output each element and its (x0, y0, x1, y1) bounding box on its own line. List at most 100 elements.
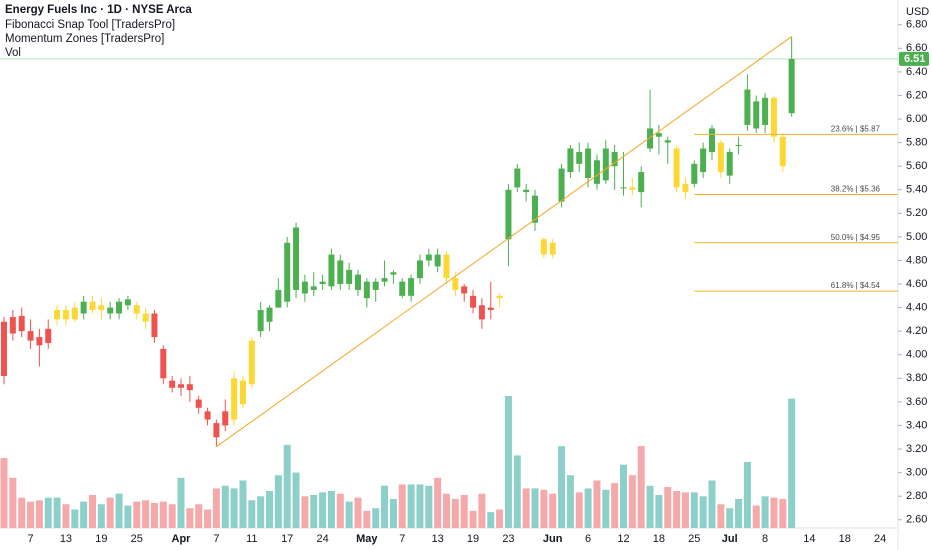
candle-body (293, 227, 300, 290)
volume-bar (159, 501, 167, 528)
candle-body (514, 168, 521, 188)
volume-bar (593, 480, 601, 528)
candle-body (257, 309, 264, 332)
candle-body (133, 305, 140, 314)
x-tick-label: 14 (803, 533, 815, 545)
volume-bar (425, 485, 433, 528)
volume-bar (186, 508, 194, 528)
x-tick-label: May (356, 533, 378, 545)
last-price-tag (899, 51, 929, 66)
y-tick-label: 4.00 (906, 349, 927, 361)
x-tick-label: 25 (131, 533, 143, 545)
volume-bar (106, 497, 114, 528)
volume-bar (735, 498, 743, 528)
candle-body (443, 254, 450, 279)
volume-bar (540, 489, 548, 528)
axis-layer: 2.60 2.80 3.00 3.20 3.40 3.60 3.80 4.00 4.20 4.40… (27, 19, 929, 545)
volume-bar (301, 496, 309, 528)
candle-body (337, 260, 344, 285)
candle-body (416, 260, 423, 279)
volume-bar (257, 496, 265, 528)
volume-bar (18, 497, 26, 528)
y-tick-label: 3.00 (906, 467, 927, 479)
volume-bar (274, 475, 282, 528)
volume-bar (133, 501, 141, 528)
volume-bar (451, 498, 459, 528)
volume-bar (80, 501, 88, 528)
candle-body (620, 187, 627, 189)
volume-bar (195, 504, 203, 528)
candle-body (71, 307, 78, 320)
volume-bar (319, 492, 327, 528)
indicator-label: Fibonacci Snap Tool [TradersPro] (5, 19, 175, 31)
y-tick-label: 3.20 (906, 443, 927, 455)
candle-body (27, 331, 34, 341)
volume-bar (770, 497, 778, 528)
x-tick-label: Apr (172, 533, 192, 545)
candle-body (549, 242, 556, 255)
candle-body (673, 148, 680, 188)
volume-bar (752, 505, 760, 528)
volume-bar (407, 484, 415, 528)
candle-body (452, 278, 459, 290)
y-tick-label: 6.40 (906, 66, 927, 78)
volume-bar (115, 493, 123, 528)
volume-bar (27, 501, 35, 528)
x-tick-label: 24 (874, 533, 886, 545)
volume-bar (35, 500, 43, 528)
candle-body (213, 423, 220, 438)
volume-bar (389, 498, 397, 528)
volume-bar (743, 462, 751, 528)
candle-body (36, 337, 43, 346)
x-tick-label: 19 (467, 533, 479, 545)
volume-bar (637, 446, 645, 528)
candle-body (717, 142, 724, 173)
candle-body (540, 239, 547, 255)
volume-bar (504, 396, 512, 528)
candle-body (1, 321, 7, 376)
volume-bar (221, 485, 229, 528)
candle-body (576, 152, 583, 164)
y-tick-label: 6.60 (906, 42, 927, 54)
candle-body (779, 136, 786, 167)
candle-body (461, 286, 468, 294)
price-layer: 23.6% | $5.87 38.2% | $5.36 50.0% | $4.95 6… (0, 36, 898, 448)
volume-bar (655, 495, 663, 528)
y-tick-label: 5.80 (906, 137, 927, 149)
volume-bar (549, 493, 557, 528)
candle-body (319, 281, 326, 285)
x-tick-label: 11 (246, 533, 257, 545)
fib-label: 61.8% | $4.54 (831, 281, 881, 290)
y-tick-label: 6.20 (906, 89, 927, 101)
x-tick-label: 13 (60, 533, 72, 545)
candle-body (284, 242, 291, 302)
fib-label: 38.2% | $5.36 (831, 185, 881, 194)
candle-body (98, 305, 105, 310)
volume-bar (469, 510, 477, 528)
volume-bar (673, 491, 681, 528)
candle-body (54, 309, 61, 320)
candle-body (523, 189, 530, 193)
candle-body (470, 295, 477, 308)
candle-body (9, 317, 16, 334)
volume-bar (177, 477, 185, 528)
candle-body (567, 148, 574, 173)
volume-bar (239, 480, 247, 528)
volume-bar (381, 485, 389, 528)
candle-body (195, 399, 202, 408)
x-tick-label: 18 (653, 533, 665, 545)
indicator-label: Momentum Zones [TradersPro] (5, 33, 164, 45)
candle-body (62, 309, 69, 320)
volume-bar (513, 455, 521, 528)
candle-body (505, 189, 512, 240)
volume-bar (434, 477, 442, 528)
y-tick-label: 4.80 (906, 254, 927, 266)
volume-bar (478, 493, 486, 528)
candle-body (629, 187, 636, 190)
volume-bar (124, 505, 132, 528)
candle-body (611, 152, 618, 167)
indicator-label: Vol (5, 47, 21, 59)
y-tick-label: 3.40 (906, 419, 927, 431)
